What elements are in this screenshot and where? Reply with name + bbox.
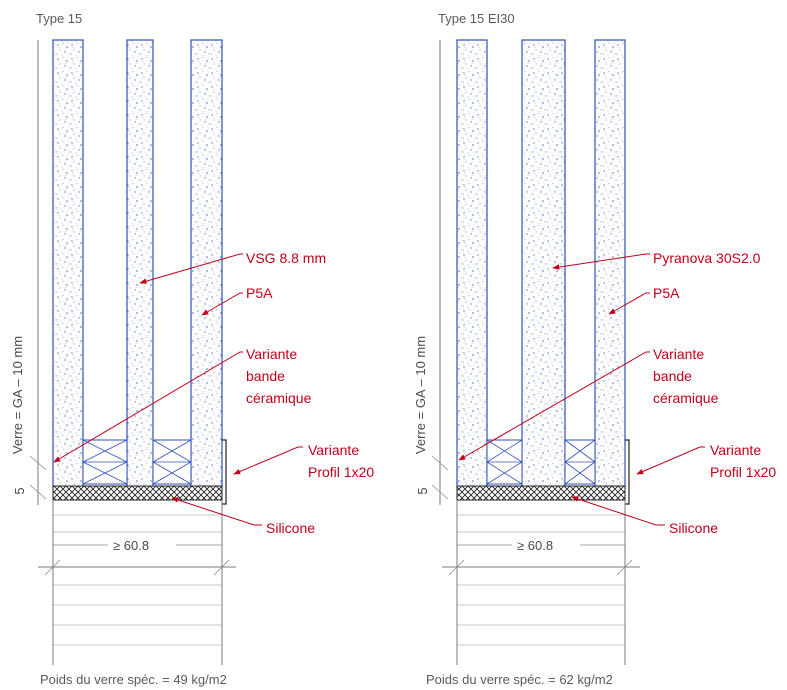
vertical-dimension: Verre = GA – 10 mm 5: [413, 336, 449, 500]
base-rail: [442, 500, 640, 665]
glass-pane: [594, 39, 626, 489]
glass-label: VSG 8.8 mm: [246, 250, 326, 266]
silicone-label: Silicone: [669, 520, 718, 536]
ceramic-label-line-3: céramique: [246, 390, 312, 406]
ceramic-label-line-1: Variante: [653, 346, 704, 362]
detail-title: Type 15 EI30: [438, 11, 515, 26]
vertical-dimension-label: Verre = GA – 10 mm: [413, 336, 428, 454]
detail-type-15: Type 15 ≥ 60.8: [10, 11, 374, 687]
glass-pane: [126, 39, 154, 489]
setting-block-hatch: [52, 485, 223, 501]
detail-type-15-ei30: Type 15 EI30 ≥ 60.8: [413, 11, 776, 687]
profile-label-line-1: Variante: [308, 442, 359, 458]
weight-caption: Poids du verre spéc. = 62 kg/m2: [426, 672, 613, 687]
width-dimension: ≥ 60.8: [113, 538, 149, 553]
profile-label-line-2: Profil 1x20: [308, 464, 374, 480]
ceramic-label-line-3: céramique: [653, 390, 719, 406]
vertical-dimension-label: Verre = GA – 10 mm: [10, 336, 25, 454]
weight-caption: Poids du verre spéc. = 49 kg/m2: [40, 672, 227, 687]
profile-label-line-2: Profil 1x20: [710, 464, 776, 480]
glass-pane: [456, 39, 488, 489]
ceramic-label-line-2: bande: [246, 368, 285, 384]
base-rail: [38, 500, 236, 665]
outer-pane-label: P5A: [653, 285, 680, 301]
silicone-label: Silicone: [266, 520, 315, 536]
detail-title: Type 15: [36, 11, 82, 26]
gap-dimension-label: 5: [12, 487, 27, 494]
setting-block-hatch: [456, 485, 626, 501]
glass-label: Pyranova 30S2.0: [653, 250, 761, 266]
glass-pane: [52, 39, 84, 489]
profile-label-line-1: Variante: [710, 442, 761, 458]
outer-pane-label: P5A: [246, 285, 273, 301]
vertical-dimension: Verre = GA – 10 mm 5: [10, 336, 47, 500]
glass-pane: [521, 39, 566, 489]
ceramic-label-line-1: Variante: [246, 346, 297, 362]
gap-dimension-label: 5: [415, 487, 430, 494]
width-dimension: ≥ 60.8: [517, 538, 553, 553]
ceramic-label-line-2: bande: [653, 368, 692, 384]
